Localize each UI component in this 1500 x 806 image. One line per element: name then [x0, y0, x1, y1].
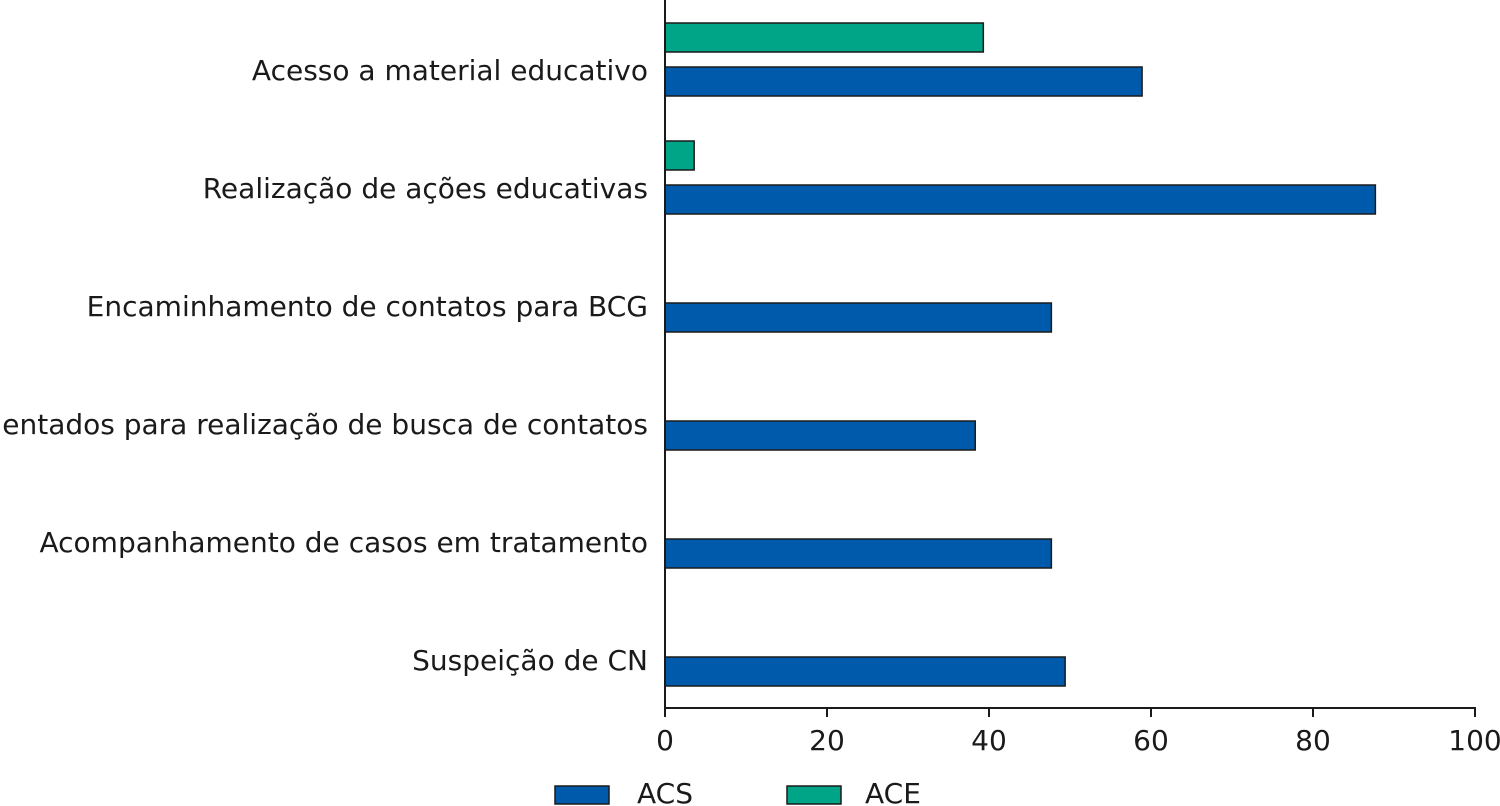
x-tick-label: 60 [1133, 724, 1169, 757]
category-label: Acompanhamento de casos em tratamento [39, 526, 648, 559]
bar-acs [664, 538, 1053, 569]
legend-swatch-ace [786, 785, 842, 805]
x-tick-label: 40 [971, 724, 1007, 757]
bar-ace [664, 140, 695, 171]
x-tick-label: 0 [656, 724, 674, 757]
category-labels: Acesso a material educativo Realização de… [0, 54, 648, 677]
axes-group [664, 0, 1476, 709]
bar-acs [664, 420, 976, 451]
x-tick-label: 20 [809, 724, 845, 757]
legend: ACS ACE [554, 777, 921, 806]
x-tick-label: 80 [1295, 724, 1331, 757]
legend-label-acs: ACS [637, 777, 693, 806]
x-ticks: 0 20 40 60 80 100 [656, 708, 1500, 757]
bar-acs [664, 302, 1053, 333]
category-label: Realização de ações educativas [203, 172, 648, 205]
bar-ace [664, 22, 985, 53]
category-label: Orientados para realização de busca de c… [0, 408, 648, 441]
category-label: Acesso a material educativo [252, 54, 648, 87]
x-tick-label: 100 [1448, 724, 1500, 757]
bars-group [664, 22, 1377, 687]
bar-acs [664, 656, 1066, 687]
category-label: Encaminhamento de contatos para BCG [87, 290, 648, 323]
legend-label-ace: ACE [865, 777, 921, 806]
legend-swatch-acs [554, 785, 610, 805]
bar-acs [664, 184, 1377, 215]
category-label: Suspeição de CN [412, 644, 648, 677]
bar-acs [664, 66, 1143, 97]
